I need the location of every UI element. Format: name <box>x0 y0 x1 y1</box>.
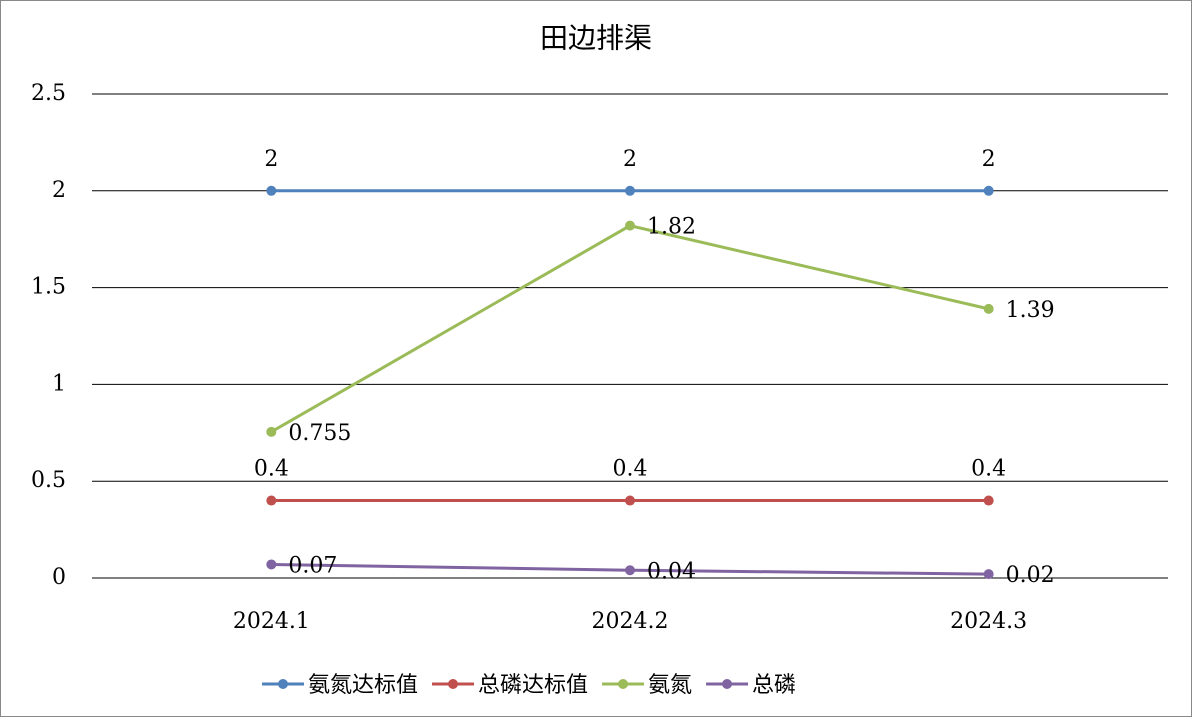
data-point <box>625 185 635 196</box>
legend-marker <box>448 679 459 689</box>
data-point <box>266 559 277 570</box>
data-point <box>625 565 635 576</box>
data-point <box>625 220 635 231</box>
chart-title: 田边排渠 <box>540 22 652 55</box>
x-tick-label: 2024.2 <box>592 609 669 634</box>
y-tick-label: 0 <box>52 565 66 590</box>
y-tick-label: 1 <box>52 371 66 396</box>
data-label: 0.04 <box>647 559 696 584</box>
data-label: 0.02 <box>1006 563 1055 588</box>
data-label: 0.4 <box>254 457 289 482</box>
x-tick-label: 2024.3 <box>950 609 1027 634</box>
data-point <box>625 495 635 506</box>
data-point <box>983 495 994 506</box>
legend-label: 总磷达标值 <box>478 673 588 698</box>
legend-label: 总磷 <box>752 673 796 698</box>
data-label: 0.755 <box>288 421 351 446</box>
data-point <box>266 426 277 437</box>
data-label: 1.39 <box>1006 298 1055 323</box>
data-label: 2 <box>982 147 996 172</box>
y-tick-label: 1.5 <box>31 275 66 300</box>
data-point <box>266 495 277 506</box>
data-label: 0.4 <box>613 457 648 482</box>
data-label: 2 <box>623 147 637 172</box>
data-label: 0.4 <box>971 457 1006 482</box>
y-tick-label: 2.5 <box>31 81 66 106</box>
data-label: 2 <box>264 147 278 172</box>
legend-label: 氨氮 <box>648 673 692 698</box>
legend-label: 氨氮达标值 <box>308 673 418 698</box>
y-tick-label: 2 <box>52 178 66 203</box>
data-label: 1.82 <box>647 215 696 240</box>
legend-marker <box>722 679 733 689</box>
x-tick-label: 2024.1 <box>233 609 310 634</box>
data-point <box>983 569 994 580</box>
y-tick-label: 0.5 <box>31 468 66 493</box>
data-point <box>983 303 994 314</box>
data-point <box>266 185 277 196</box>
legend-marker <box>278 679 288 689</box>
data-point <box>983 185 994 196</box>
legend-marker <box>618 679 629 689</box>
data-label: 0.07 <box>288 553 337 578</box>
